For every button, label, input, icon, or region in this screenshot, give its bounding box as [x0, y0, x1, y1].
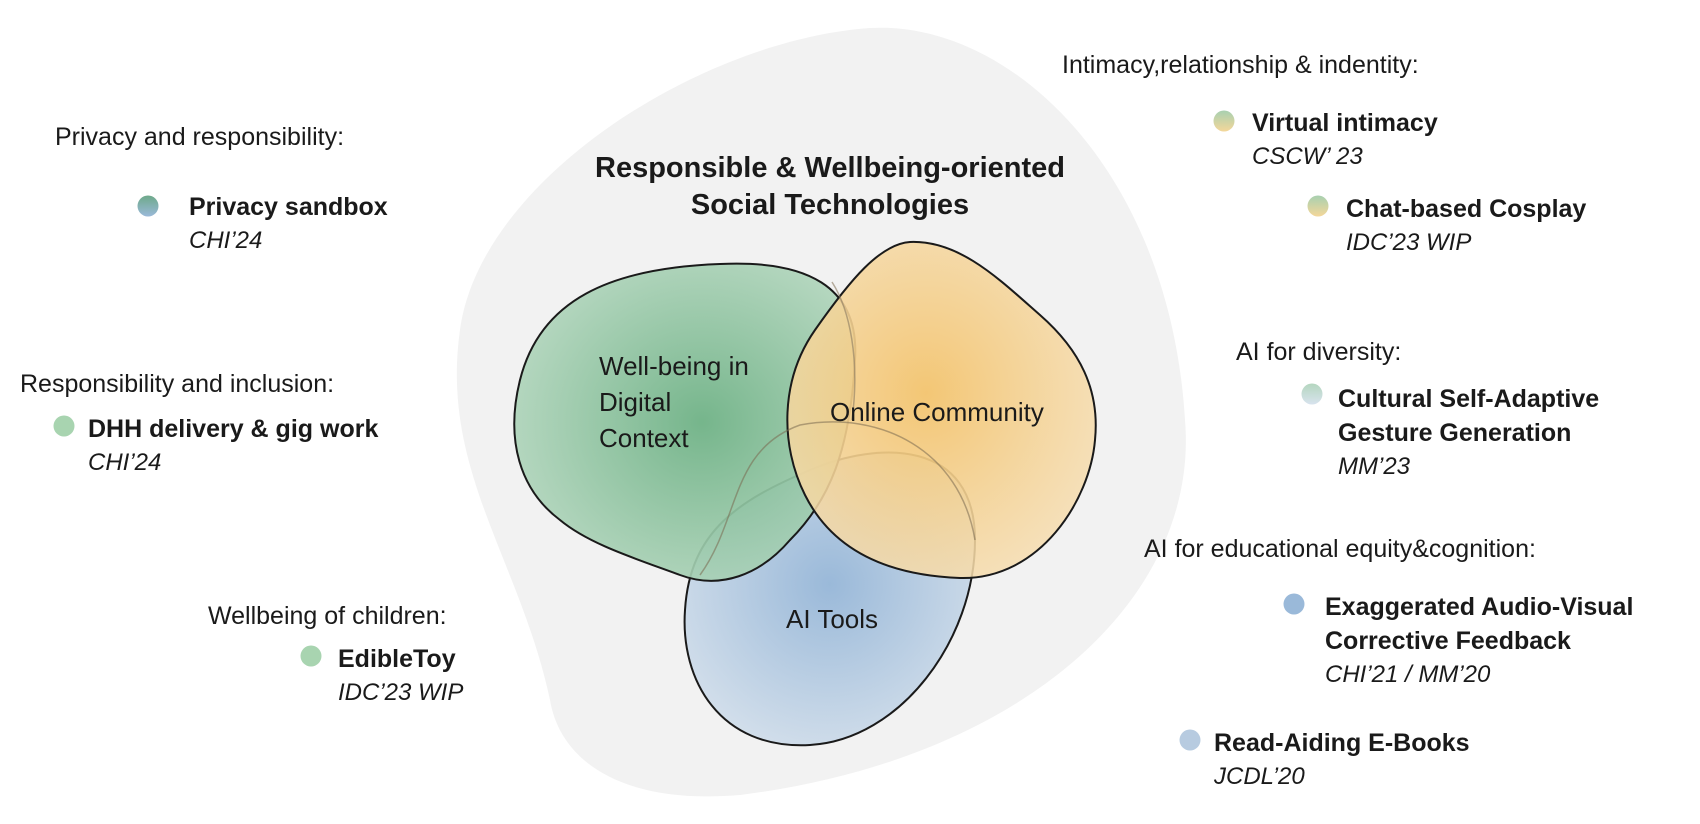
item-privacy-sandbox: Privacy sandbox CHI’24 [189, 190, 388, 258]
item-virtual-intimacy: Virtual intimacy CSCW’ 23 [1252, 106, 1438, 174]
wellbeing-label-line2: Digital [599, 387, 672, 417]
category-inclusion: Responsibility and inclusion: [20, 370, 335, 398]
wellbeing-label-line3: Context [599, 423, 689, 453]
audiovisual-dot [1283, 593, 1305, 615]
item-ebooks: Read-Aiding E-Books JCDL’20 [1214, 726, 1470, 794]
edibletoy-dot [300, 645, 322, 667]
cosplay-dot [1307, 195, 1329, 217]
item-edibletoy: EdibleToy IDC’23 WIP [338, 642, 463, 710]
overlap-outline-ai-tools [699, 421, 976, 576]
category-education: AI for educational equity&cognition: [1144, 535, 1536, 563]
dhh-dot [53, 415, 75, 437]
item-venue: CHI’24 [88, 449, 162, 476]
privacy-sandbox-dot [137, 195, 159, 217]
ai-tools-label: AI Tools [786, 604, 879, 634]
blob-online-community [786, 240, 1097, 580]
item-venue: CHI’24 [189, 227, 263, 254]
item-dhh: DHH delivery & gig work CHI’24 [88, 412, 378, 480]
item-venue: IDC’23 WIP [1346, 229, 1472, 256]
item-title-line2: Corrective Feedback [1325, 627, 1571, 655]
item-venue: IDC’23 WIP [338, 679, 464, 706]
ebooks-dot [1179, 729, 1201, 751]
gesture-dot [1301, 383, 1323, 405]
category-diversity: AI for diversity: [1236, 338, 1402, 366]
item-title-line1: Cultural Self-Adaptive [1338, 385, 1600, 413]
category-intimacy: Intimacy,relationship & indentity: [1062, 51, 1419, 79]
overlap-outline-wellbeing [831, 281, 856, 421]
item-venue: MM’23 [1338, 453, 1411, 480]
item-cosplay: Chat-based Cosplay IDC’23 WIP [1346, 192, 1586, 260]
category-children: Wellbeing of children: [208, 602, 447, 630]
item-title: DHH delivery & gig work [88, 415, 379, 443]
diagram-title-line1: Responsible & Wellbeing-oriented [595, 152, 1065, 184]
virtual-intimacy-dot [1213, 110, 1235, 132]
item-title: Privacy sandbox [189, 193, 388, 221]
item-title: Read-Aiding E-Books [1214, 729, 1470, 757]
item-venue: JCDL’20 [1214, 763, 1305, 790]
wellbeing-label-line1: Well-being in [599, 351, 749, 381]
item-title: Chat-based Cosplay [1346, 195, 1587, 223]
online-community-label: Online Community [830, 397, 1044, 427]
item-audiovisual: Exaggerated Audio-Visual Corrective Feed… [1325, 590, 1633, 692]
item-title: EdibleToy [338, 645, 456, 673]
diagram-title: Responsible & Wellbeing-oriented Social … [580, 150, 1080, 224]
item-title-line2: Gesture Generation [1338, 419, 1572, 447]
item-gesture: Cultural Self-Adaptive Gesture Generatio… [1338, 382, 1599, 484]
item-title-line1: Exaggerated Audio-Visual [1325, 593, 1634, 621]
item-title: Virtual intimacy [1252, 109, 1438, 137]
diagram-title-line2: Social Technologies [690, 189, 970, 221]
wellbeing-label: Well-being in Digital Context [599, 348, 749, 456]
category-privacy: Privacy and responsibility: [55, 123, 345, 151]
item-venue: CHI’21 / MM’20 [1325, 661, 1491, 688]
item-venue: CSCW’ 23 [1252, 143, 1363, 170]
